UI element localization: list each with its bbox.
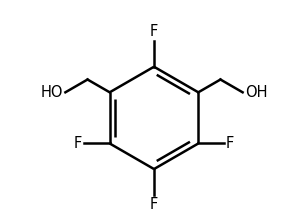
Text: OH: OH (245, 85, 267, 100)
Text: F: F (226, 136, 234, 151)
Text: F: F (150, 197, 158, 212)
Text: F: F (74, 136, 82, 151)
Text: F: F (150, 24, 158, 39)
Text: HO: HO (41, 85, 63, 100)
